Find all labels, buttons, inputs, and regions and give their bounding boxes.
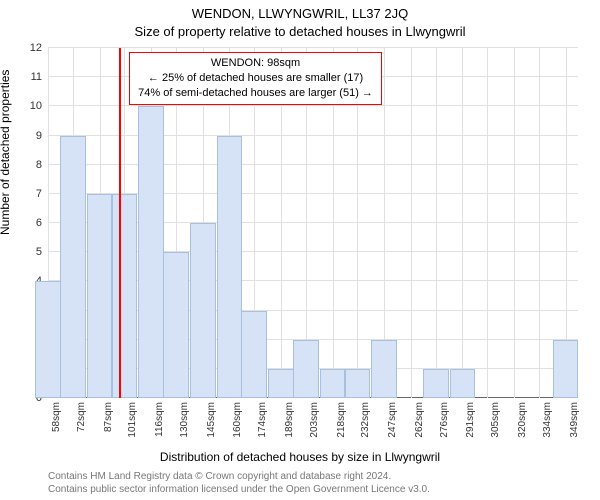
- grid-line-v: [462, 48, 463, 398]
- histogram-bar: [217, 136, 243, 399]
- x-tick-label: 189sqm: [284, 402, 295, 438]
- grid-line-v: [411, 48, 412, 398]
- y-tick-label: 11: [31, 71, 42, 83]
- x-tick-label: 334sqm: [542, 402, 553, 438]
- histogram-bar: [345, 369, 371, 398]
- histogram-bar: [268, 369, 294, 398]
- x-tick-label: 101sqm: [127, 402, 138, 438]
- chart-title-sub: Size of property relative to detached ho…: [0, 24, 600, 39]
- y-tick-label: 12: [30, 42, 42, 54]
- x-tick-label: 116sqm: [154, 402, 165, 437]
- histogram-bar: [60, 136, 86, 399]
- plot-area: 012345678910111258sqm72sqm87sqm101sqm116…: [48, 48, 578, 398]
- grid-line-h: [48, 47, 578, 48]
- y-tick-label: 8: [36, 159, 42, 171]
- histogram-bar: [450, 369, 476, 398]
- y-axis-label: Number of detached properties: [0, 70, 12, 235]
- histogram-bar: [87, 194, 113, 398]
- histogram-bar: [423, 369, 449, 398]
- grid-line-v: [539, 48, 540, 398]
- x-axis-label: Distribution of detached houses by size …: [0, 450, 600, 464]
- x-tick-label: 160sqm: [232, 402, 243, 438]
- grid-line-h: [48, 164, 578, 165]
- annotation-line-2: ← 25% of detached houses are smaller (17…: [138, 71, 373, 86]
- x-tick-label: 276sqm: [439, 402, 450, 438]
- annotation-line-1: WENDON: 98sqm: [138, 56, 373, 71]
- x-tick-label: 320sqm: [517, 402, 528, 438]
- reference-line: [119, 48, 121, 398]
- x-tick-label: 72sqm: [76, 402, 87, 432]
- y-tick-label: 9: [36, 130, 42, 142]
- y-tick-label: 7: [36, 188, 42, 200]
- x-tick-label: 349sqm: [569, 402, 580, 438]
- annotation-box: WENDON: 98sqm← 25% of detached houses ar…: [129, 52, 382, 105]
- x-tick-label: 87sqm: [103, 402, 114, 432]
- histogram-bar: [35, 281, 61, 398]
- x-tick-label: 262sqm: [414, 402, 425, 438]
- chart-container: WENDON, LLWYNGWRIL, LL37 2JQ Size of pro…: [0, 0, 600, 500]
- histogram-bar: [371, 340, 397, 398]
- x-tick-label: 145sqm: [206, 402, 217, 438]
- grid-line-h: [48, 135, 578, 136]
- histogram-bar: [320, 369, 346, 398]
- x-tick-label: 203sqm: [309, 402, 320, 438]
- histogram-bar: [112, 194, 138, 398]
- x-tick-label: 305sqm: [490, 402, 501, 438]
- x-tick-label: 218sqm: [336, 402, 347, 438]
- annotation-line-3: 74% of semi-detached houses are larger (…: [138, 86, 373, 101]
- histogram-bar: [241, 311, 267, 399]
- histogram-bar: [293, 340, 319, 398]
- grid-line-h: [48, 105, 578, 106]
- grid-line-v: [487, 48, 488, 398]
- x-tick-label: 247sqm: [387, 402, 398, 438]
- x-tick-label: 291sqm: [465, 402, 476, 438]
- histogram-bar: [138, 106, 164, 398]
- footer-line-2: Contains public sector information licen…: [48, 483, 430, 496]
- histogram-bar: [553, 340, 579, 398]
- histogram-bar: [190, 223, 216, 398]
- grid-line-v: [436, 48, 437, 398]
- footer-line-1: Contains HM Land Registry data © Crown c…: [48, 470, 430, 483]
- x-tick-label: 130sqm: [179, 402, 190, 438]
- histogram-bar: [163, 252, 189, 398]
- x-tick-label: 174sqm: [257, 402, 268, 438]
- y-tick-label: 10: [30, 100, 42, 112]
- grid-line-v: [514, 48, 515, 398]
- x-tick-label: 232sqm: [360, 402, 371, 438]
- chart-title-main: WENDON, LLWYNGWRIL, LL37 2JQ: [0, 6, 600, 21]
- x-tick-label: 58sqm: [51, 402, 62, 432]
- chart-footer: Contains HM Land Registry data © Crown c…: [48, 470, 430, 496]
- y-tick-label: 6: [36, 217, 42, 229]
- y-tick-label: 5: [36, 246, 42, 258]
